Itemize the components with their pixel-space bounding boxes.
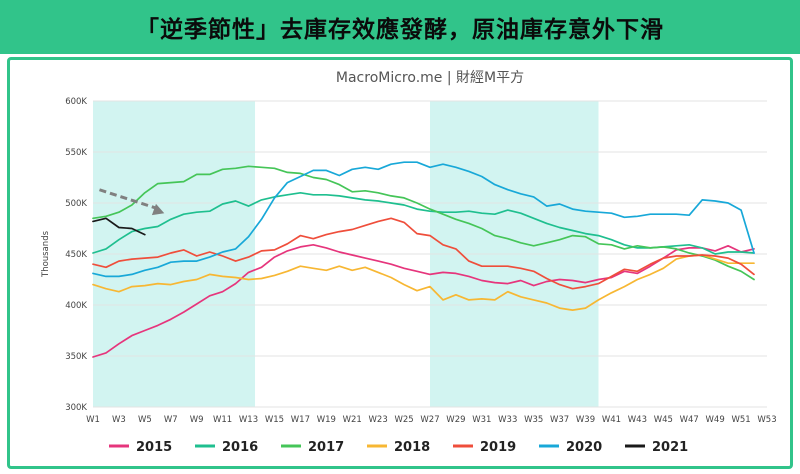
x-tick-label: W25	[394, 415, 413, 425]
x-tick-label: W53	[757, 415, 776, 425]
x-tick-label: W47	[680, 415, 699, 425]
y-tick-label: 400K	[65, 301, 87, 311]
legend-label: 2017	[308, 440, 344, 455]
y-tick-label: 300K	[65, 403, 87, 413]
x-tick-label: W13	[239, 415, 258, 425]
legend-item-2018: 2018	[367, 440, 430, 455]
x-tick-label: W33	[498, 415, 517, 425]
trend-arrow-shaft	[99, 188, 157, 210]
x-tick-label: W43	[628, 415, 647, 425]
x-tick-label: W29	[446, 415, 465, 425]
x-tick-label: W39	[576, 415, 595, 425]
x-tick-label: W9	[190, 415, 204, 425]
series-line-2020	[92, 161, 755, 278]
y-tick-label: 600K	[65, 97, 87, 107]
chart-source: MacroMicro.me | 財經M平方	[336, 70, 524, 86]
legend-label: 2019	[480, 440, 516, 455]
x-tick-label: W11	[213, 415, 232, 425]
y-axis-label: Thousands	[41, 230, 51, 278]
legend-item-2019: 2019	[453, 440, 516, 455]
x-tick-label: W21	[343, 415, 362, 425]
series-line-2019	[92, 217, 755, 290]
legend-label: 2016	[222, 440, 258, 455]
series-line-2017	[92, 165, 755, 281]
x-tick-label: W17	[291, 415, 310, 425]
legend-item-2020: 2020	[539, 440, 602, 455]
headline: 「逆季節性」去庫存效應發酵，原油庫存意外下滑	[136, 17, 664, 43]
legend-label: 2018	[394, 440, 430, 455]
legend-label: 2021	[652, 440, 688, 455]
title-banner: 「逆季節性」去庫存效應發酵，原油庫存意外下滑	[0, 0, 800, 54]
x-tick-label: W23	[369, 415, 388, 425]
series-line-2015	[92, 243, 755, 358]
x-tick-label: W19	[317, 415, 336, 425]
x-tick-label: W45	[654, 415, 673, 425]
trend-arrow-head	[151, 203, 165, 216]
x-tick-label: W35	[524, 415, 543, 425]
series-line-2021	[92, 217, 146, 236]
x-tick-label: W37	[550, 415, 569, 425]
legend-item-2015: 2015	[109, 440, 172, 455]
x-tick-label: W5	[138, 415, 152, 425]
series-line-2016	[92, 191, 755, 255]
x-tick-label: W15	[265, 415, 284, 425]
chart-frame: MacroMicro.me | 財經M平方 300K 350K 400K 450K 500…	[7, 57, 793, 469]
line-chart: MacroMicro.me | 財經M平方 300K 350K 400K 450K 500…	[41, 70, 777, 455]
x-tick-label: W51	[731, 415, 750, 425]
x-tick-label: W1	[86, 415, 100, 425]
x-tick-label: W27	[420, 415, 439, 425]
legend-label: 2015	[136, 440, 172, 455]
legend-item-2021: 2021	[625, 440, 688, 455]
y-tick-label: 550K	[65, 148, 87, 158]
x-tick-label: W31	[472, 415, 491, 425]
y-tick-label: 350K	[65, 352, 87, 362]
x-tick-label: W41	[602, 415, 621, 425]
x-tick-label: W49	[706, 415, 725, 425]
legend-label: 2020	[566, 440, 602, 455]
y-tick-label: 450K	[65, 250, 87, 260]
legend-item-2016: 2016	[195, 440, 258, 455]
series-line-2018	[92, 254, 755, 311]
x-tick-label: W7	[164, 415, 178, 425]
legend-item-2017: 2017	[281, 440, 344, 455]
x-tick-label: W3	[112, 415, 126, 425]
y-tick-label: 500K	[65, 199, 87, 209]
